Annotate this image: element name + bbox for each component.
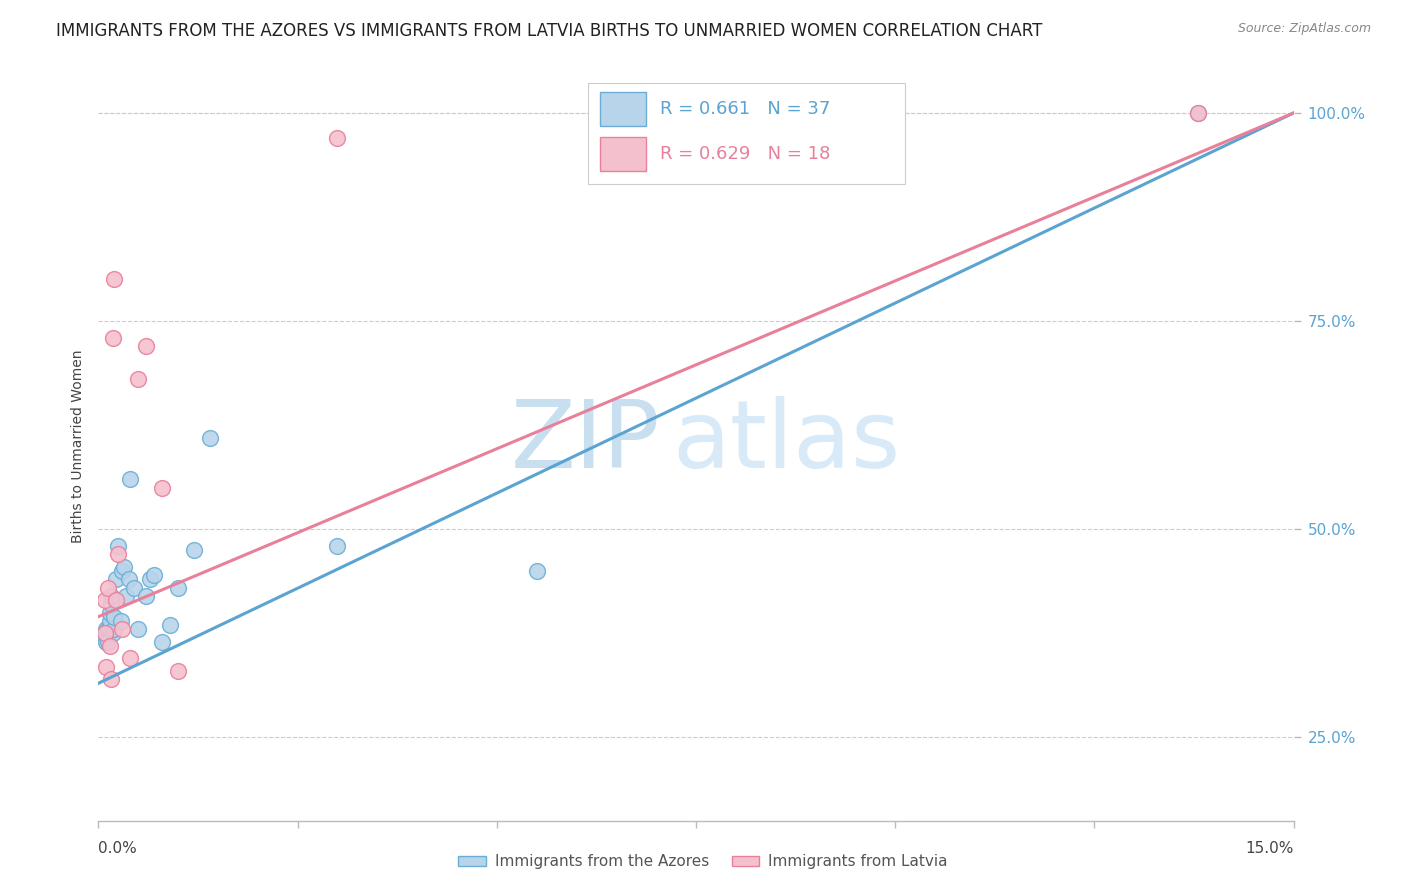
Point (96, 659, 118, 673)
Text: 15.0%: 15.0% (1246, 841, 1294, 856)
Point (104, 572, 127, 586)
Point (326, 131, 349, 145)
Point (98, 614, 122, 628)
Point (183, 543, 205, 558)
Point (98, 639, 121, 653)
Point (96, 626, 118, 640)
Point (167, 664, 190, 678)
Text: ZIP: ZIP (510, 396, 661, 488)
Point (159, 618, 181, 632)
Text: R = 0.629   N = 18: R = 0.629 N = 18 (661, 145, 831, 162)
Point (94, 626, 117, 640)
Point (96, 634, 118, 648)
Text: atlas: atlas (672, 396, 900, 488)
Point (100, 597, 122, 611)
Point (150, 481, 173, 495)
Point (868, 127, 890, 141)
Point (143, 568, 166, 582)
Point (526, 564, 548, 578)
Point (101, 626, 124, 640)
Text: IMMIGRANTS FROM THE AZORES VS IMMIGRANTS FROM LATVIA BIRTHS TO UNMARRIED WOMEN C: IMMIGRANTS FROM THE AZORES VS IMMIGRANTS… (56, 22, 1043, 40)
Point (94, 631, 117, 645)
Text: 0.0%: 0.0% (98, 841, 138, 856)
Point (96, 622, 118, 636)
Text: R = 0.661   N = 37: R = 0.661 N = 37 (661, 100, 831, 118)
Point (97, 634, 120, 648)
Point (124, 581, 146, 595)
FancyBboxPatch shape (600, 136, 645, 170)
Point (118, 572, 141, 586)
Point (167, 581, 190, 595)
Point (97, 622, 120, 636)
Y-axis label: Births to Unmarried Women: Births to Unmarried Women (70, 350, 84, 542)
Point (150, 634, 173, 648)
Point (127, 622, 149, 636)
Point (94, 626, 117, 640)
Point (107, 539, 129, 553)
Point (104, 593, 127, 607)
Point (135, 339, 157, 353)
Point (97, 581, 120, 595)
Point (1187, 106, 1209, 120)
Legend: Immigrants from the Azores, Immigrants from Latvia: Immigrants from the Azores, Immigrants f… (451, 848, 955, 875)
Text: Source: ZipAtlas.com: Source: ZipAtlas.com (1237, 22, 1371, 36)
Point (103, 272, 125, 286)
Point (100, 672, 122, 686)
Point (111, 622, 134, 636)
Point (112, 559, 135, 574)
Point (198, 431, 221, 445)
Point (103, 622, 125, 636)
Point (120, 651, 142, 665)
Point (103, 609, 125, 624)
Point (111, 564, 134, 578)
Point (110, 614, 132, 628)
Point (1187, 106, 1209, 120)
Point (326, 539, 349, 553)
Point (98, 606, 122, 620)
Point (98, 622, 121, 636)
Point (100, 589, 122, 603)
FancyBboxPatch shape (589, 83, 905, 184)
FancyBboxPatch shape (600, 92, 645, 126)
Point (127, 372, 149, 386)
Point (135, 589, 157, 603)
Point (115, 589, 138, 603)
Point (101, 331, 124, 345)
Point (107, 547, 129, 561)
Point (120, 472, 142, 486)
Point (94, 593, 117, 607)
Point (139, 572, 162, 586)
